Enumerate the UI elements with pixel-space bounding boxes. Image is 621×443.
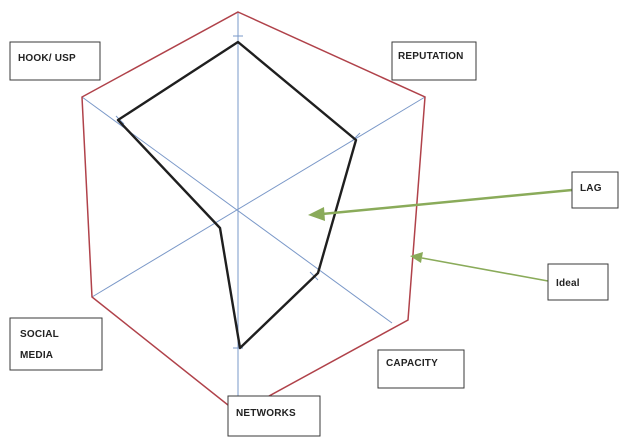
- label-ideal-text: Ideal: [556, 278, 580, 289]
- label-ideal: Ideal: [547, 263, 609, 301]
- label-networks-text: NETWORKS: [236, 408, 296, 419]
- label-networks: NETWORKS: [227, 395, 321, 437]
- label-media-text: MEDIA: [20, 350, 53, 361]
- label-reputation-text: REPUTATION: [398, 51, 464, 62]
- lag-arrow: [321, 188, 573, 216]
- ideal-outline: [81, 11, 426, 414]
- lag-outline: [116, 40, 358, 350]
- spoke-diagonal-2: [91, 96, 426, 298]
- axis-spokes: [81, 12, 426, 413]
- lag-arrowhead: [308, 207, 325, 221]
- ideal-arrowhead: [410, 252, 423, 263]
- label-social-media: SOCIAL MEDIA: [9, 317, 103, 371]
- label-capacity-text: CAPACITY: [386, 358, 438, 369]
- label-hook-usp-text: HOOK/ USP: [18, 53, 76, 64]
- ideal-arrow: [421, 257, 549, 282]
- label-hook-usp: HOOK/ USP: [9, 41, 101, 81]
- label-lag: LAG: [571, 171, 619, 209]
- label-lag-text: LAG: [580, 183, 602, 194]
- callout-arrows: [308, 188, 573, 282]
- label-reputation: REPUTATION: [391, 41, 477, 81]
- label-capacity: CAPACITY: [377, 349, 465, 389]
- label-social-text: SOCIAL: [20, 329, 59, 340]
